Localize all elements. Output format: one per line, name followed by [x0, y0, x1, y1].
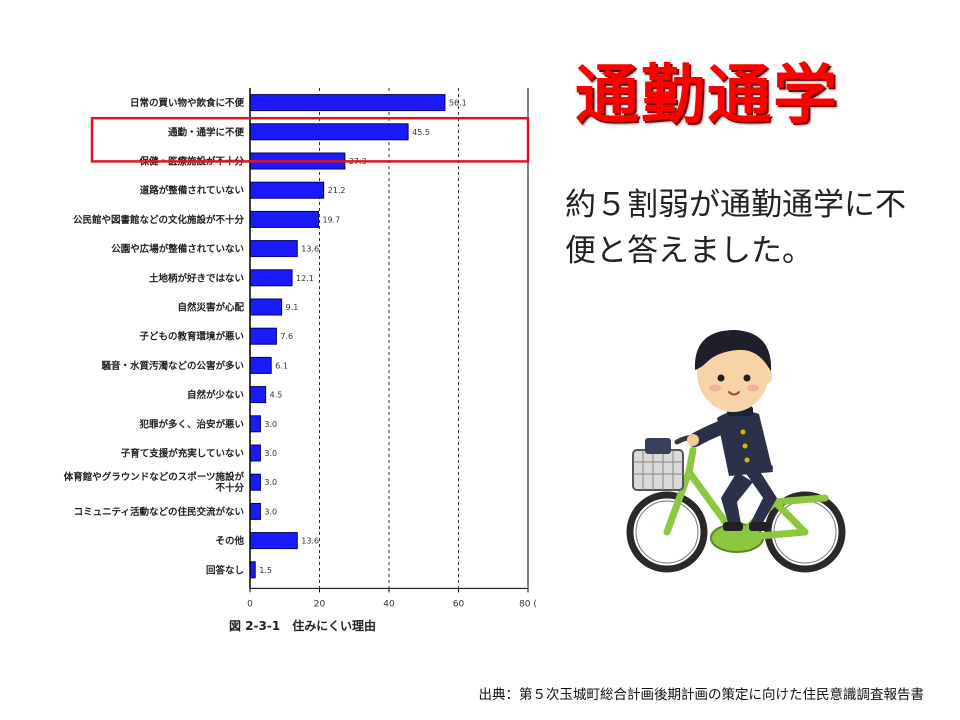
category-label: 公民館や図書館などの文化施設が不十分 [73, 214, 245, 226]
x-tick-label: 40 [383, 599, 395, 609]
category-label: 自然が少ない [187, 389, 244, 401]
bar-chart: 日常の買い物や飲食に不便通勤・通学に不便保健・医療施設が不十分道路が整備されてい… [64, 88, 537, 609]
bar [249, 386, 267, 404]
value-label: 6.1 [275, 361, 288, 370]
category-label: 道路が整備されていない [140, 185, 244, 197]
bar [249, 415, 261, 433]
value-label: 3.0 [264, 449, 277, 458]
bar [249, 123, 409, 141]
bicycle-basket [632, 449, 684, 491]
category-label: その他 [215, 535, 244, 547]
value-label: 7.6 [280, 332, 293, 341]
highlight-box [90, 116, 530, 163]
bars [249, 94, 446, 579]
front-wheel [626, 491, 708, 573]
value-label: 56.1 [449, 99, 467, 108]
value-label: 13.6 [301, 245, 319, 254]
category-label: 自然災害が心配 [177, 302, 244, 314]
bar [249, 561, 256, 579]
category-labels: 日常の買い物や飲食に不便通勤・通学に不便保健・医療施設が不十分道路が整備されてい… [64, 97, 245, 576]
slide-comment: 約５割弱が通勤通学に不便と答えました。 [565, 187, 906, 269]
bar [249, 502, 261, 520]
value-label: 45.5 [412, 128, 430, 137]
value-label: 13.6 [301, 537, 319, 546]
category-label: コミュニティ活動などの住民交流がない [74, 506, 244, 518]
bar [249, 444, 261, 462]
value-label: 4.5 [270, 391, 283, 400]
category-label: 子どもの教育環境が悪い [139, 331, 244, 343]
category-label: 犯罪が多く、治安が悪い [138, 418, 244, 430]
category-label: 回答なし [206, 564, 244, 576]
student-hair [694, 330, 772, 372]
bar [249, 298, 283, 316]
value-label: 9.1 [286, 303, 299, 312]
chart-caption: 図 2-3-1 住みにくい理由 [229, 619, 376, 633]
category-label: 土地柄が好きではない [149, 272, 244, 284]
value-label: 3.0 [264, 420, 277, 429]
bar [249, 473, 261, 491]
student-on-bicycle-illustration [626, 330, 846, 573]
bar [249, 269, 293, 287]
value-label: 19.7 [322, 215, 340, 224]
x-axis: 0 20 40 60 80 ( [247, 88, 537, 609]
student-legs [721, 472, 753, 526]
source-note: 出典：第５次玉城町総合計画後期計画の策定に向けた住民意識調査報告書 [478, 687, 925, 703]
bar [249, 94, 446, 112]
x-tick-label: 80 ( [519, 599, 537, 609]
highlight-layer [90, 116, 530, 163]
category-label: 日常の買い物や飲食に不便 [130, 97, 245, 109]
bar [249, 240, 298, 258]
bar [249, 181, 325, 199]
value-label: 1.5 [259, 566, 272, 575]
category-label: 体育館やグラウンドなどのスポーツ施設が不十分 [64, 471, 245, 494]
value-label: 3.0 [264, 507, 277, 516]
bar [249, 327, 277, 345]
category-label: 子育て支援が充実していない [121, 448, 244, 460]
value-labels: 56.145.527.321.219.713.612.19.17.66.14.5… [259, 99, 467, 575]
bar [249, 532, 298, 550]
value-label: 12.1 [296, 274, 314, 283]
x-tick-label: 20 [314, 599, 326, 609]
category-label: 騒音・水質汚濁などの公害が多い [101, 360, 244, 372]
x-tick-label: 0 [247, 599, 253, 609]
category-label: 通勤・通学に不便 [168, 126, 245, 138]
category-label: 公園や広場が整備されていない [111, 243, 244, 255]
value-label: 3.0 [264, 478, 277, 487]
bar [249, 356, 272, 374]
bar [249, 210, 319, 228]
slide-title: 通勤通学 [575, 59, 839, 133]
x-tick-label: 60 [453, 599, 465, 609]
value-label: 21.2 [328, 186, 346, 195]
